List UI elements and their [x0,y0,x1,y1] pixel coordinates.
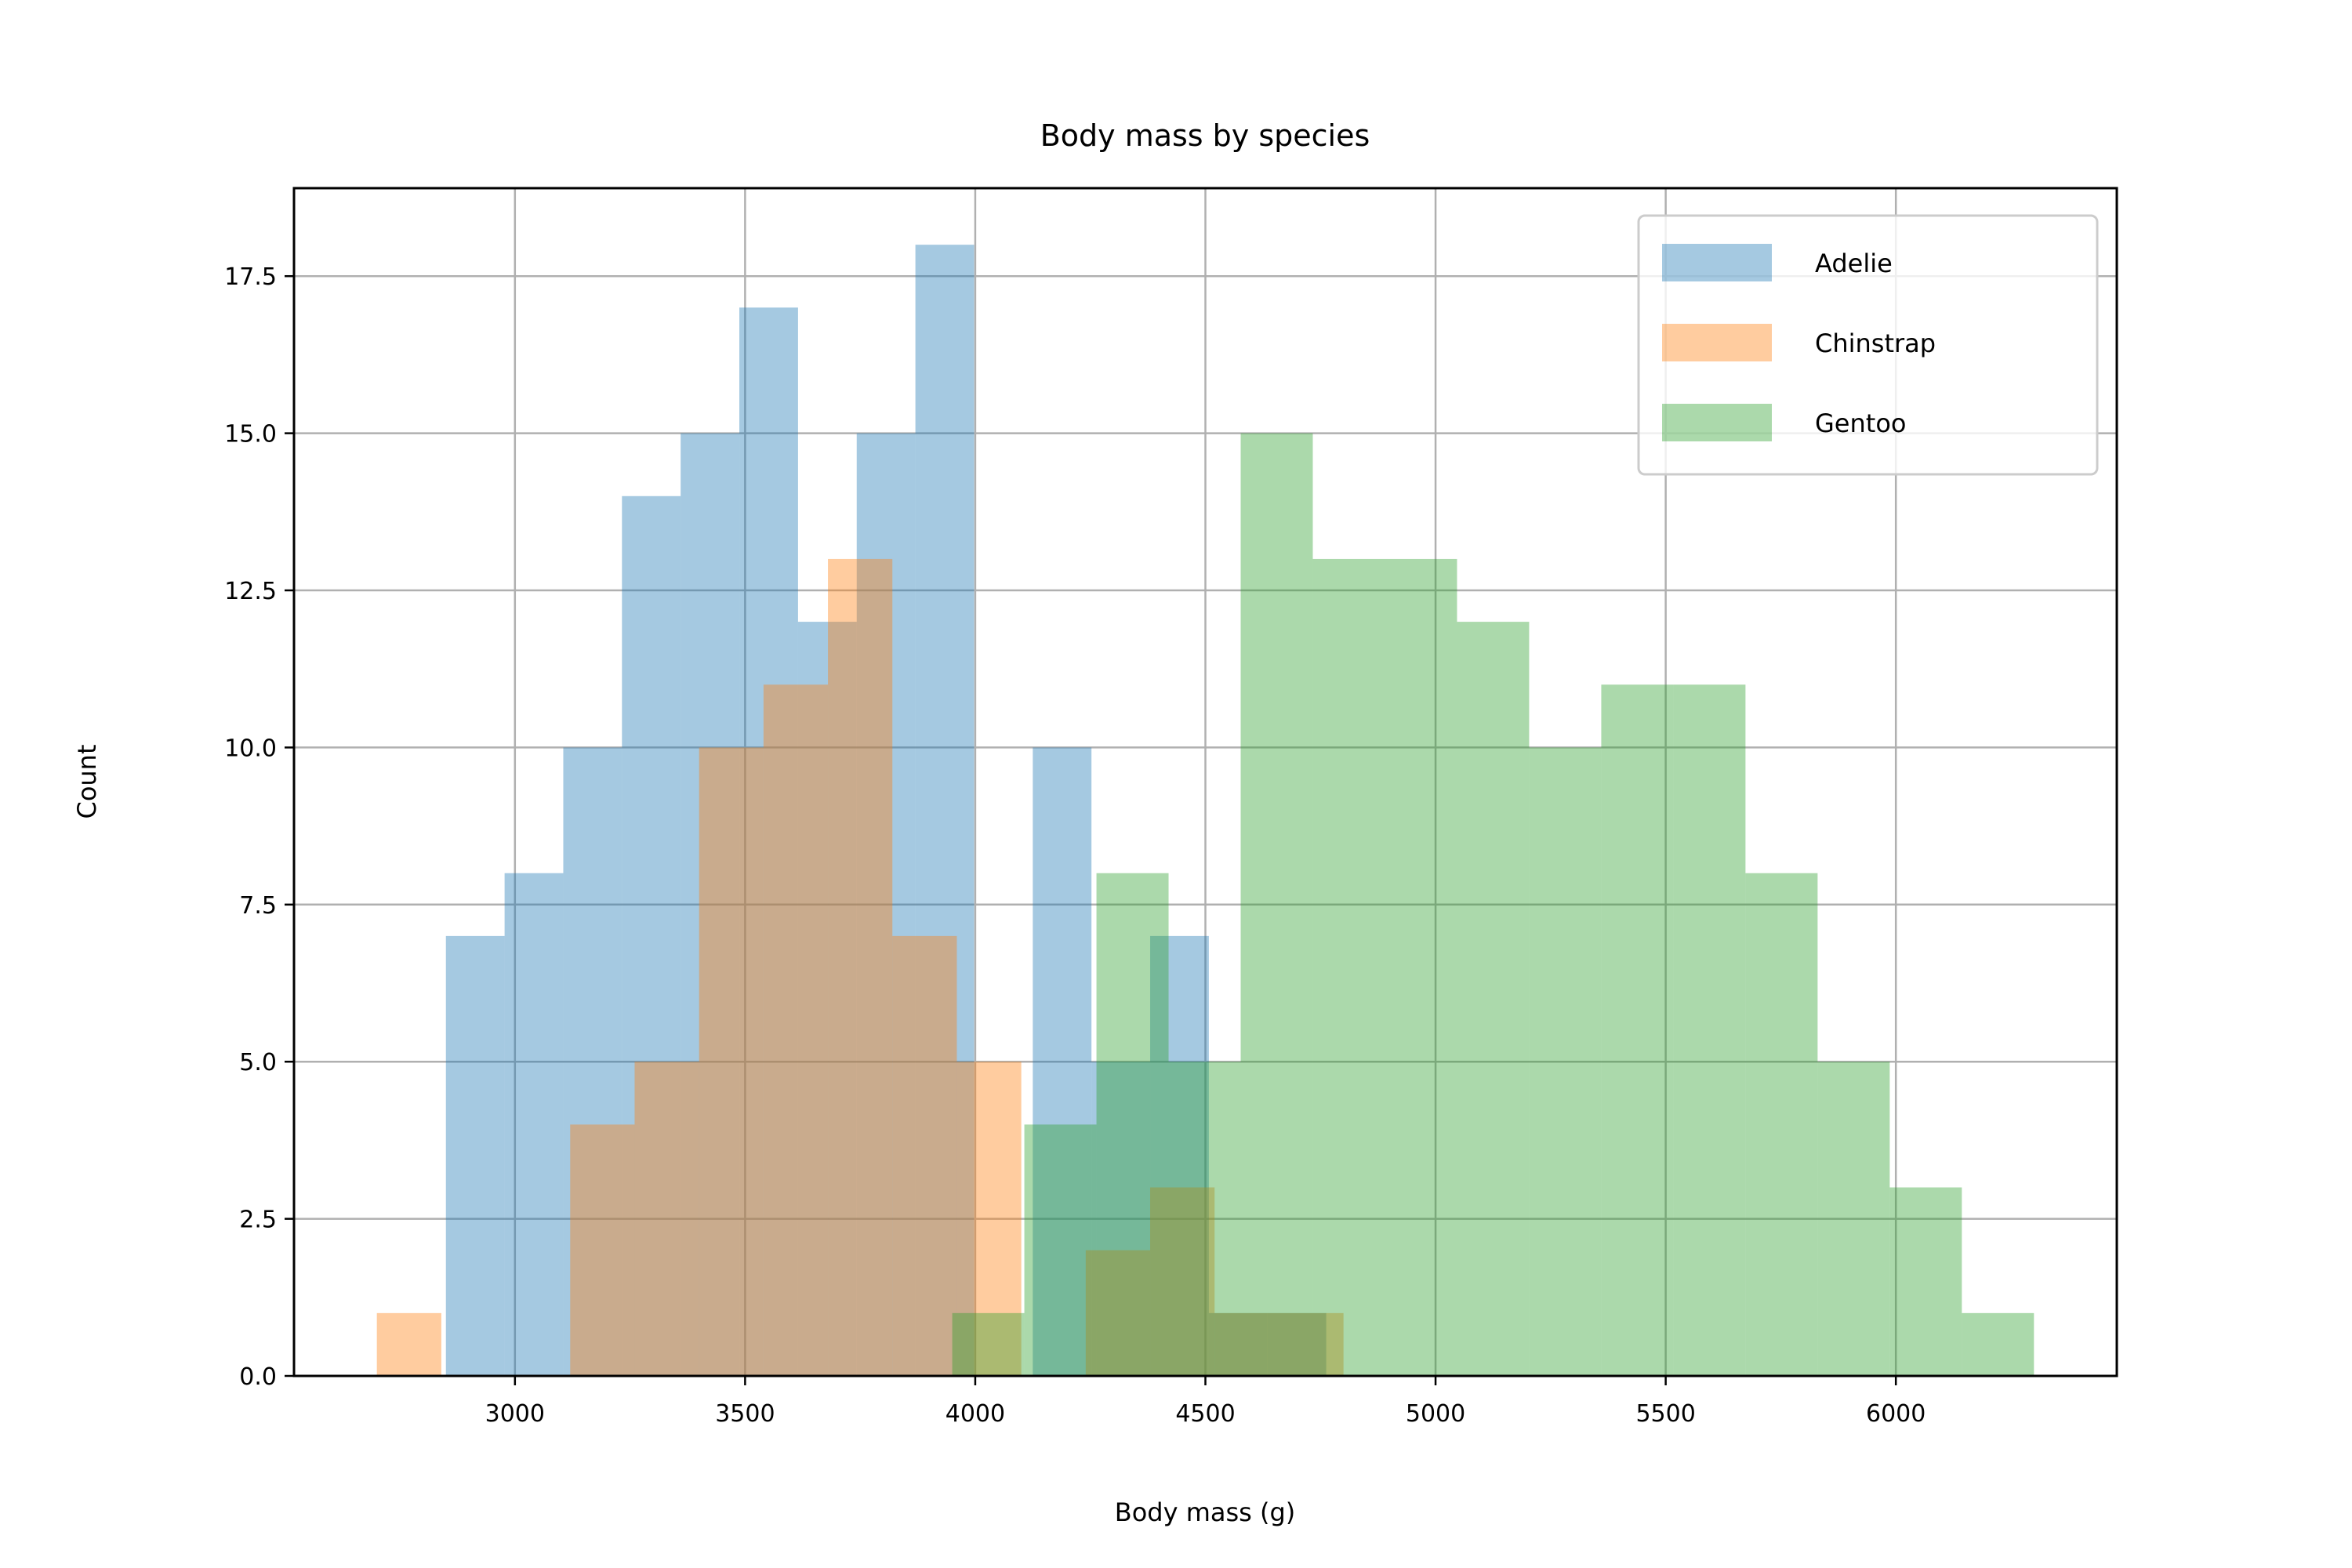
x-tick-label: 6000 [1866,1400,1926,1428]
x-tick-label: 3500 [715,1400,775,1428]
bar-chinstrap [634,1062,699,1376]
bar-adelie [622,495,681,1376]
bar-adelie [1150,935,1209,1376]
legend-box [1637,214,2099,476]
bar-gentoo [1601,684,1674,1376]
bar-gentoo [1312,558,1385,1376]
bar-adelie [797,622,857,1376]
x-tick-label: 5000 [1406,1400,1465,1428]
bar-chinstrap [763,684,829,1376]
bar-gentoo [1457,622,1530,1376]
x-tick-label: 4000 [946,1400,1005,1428]
series-adelie [445,245,1327,1377]
legend-label: Gentoo [1815,408,1906,438]
x-axis-label: Body mass (g) [1115,1497,1296,1527]
y-tick-label: 10.0 [224,735,277,762]
bar-adelie [563,747,622,1376]
bar-chinstrap [956,1062,1022,1376]
histogram-bars [376,245,2034,1377]
bar-adelie [681,433,740,1376]
axis-ticks: 3000 3500 4000 4500 5000 5500 6000 0.0 2.5 5.0 7.5… [224,263,1926,1428]
bar-chinstrap [570,1124,635,1376]
chart-title: Body mass by species [1040,118,1370,153]
y-axis-label: Count [72,744,102,818]
bar-chinstrap [892,935,957,1376]
bar-adelie [915,245,975,1377]
bar-gentoo [1745,873,1818,1376]
bar-gentoo [1962,1312,2034,1376]
bar-adelie [445,935,505,1376]
bar-gentoo [1529,747,1602,1376]
bar-chinstrap [699,747,764,1376]
bar-adelie [1033,747,1092,1376]
x-tick-label: 5500 [1635,1400,1695,1428]
bar-adelie [1208,1312,1268,1376]
bar-gentoo [1096,873,1169,1376]
bar-gentoo [1024,1124,1097,1376]
y-tick-label: 7.5 [239,892,277,920]
y-tick-label: 15.0 [224,421,277,448]
bar-chinstrap [376,1312,441,1376]
bar-gentoo [952,1312,1025,1376]
y-tick-label: 12.5 [224,578,277,605]
bar-adelie [1091,1062,1151,1376]
bar-chinstrap [1214,1312,1279,1376]
legend-swatch [1662,244,1772,281]
legend-label: Adelie [1815,249,1893,278]
bar-gentoo [1673,684,1746,1376]
bar-gentoo [1817,1062,1890,1376]
x-tick-label: 3000 [485,1400,545,1428]
bar-chinstrap [1150,1187,1215,1376]
bar-adelie [1267,1312,1327,1376]
y-tick-label: 17.5 [224,263,277,291]
bar-adelie [856,433,916,1376]
legend-swatch [1662,404,1772,441]
bar-gentoo [1385,558,1457,1376]
bar-adelie [504,873,564,1376]
legend: Adelie Chinstrap Gentoo [1637,214,2099,476]
legend-swatch [1662,324,1772,361]
y-tick-label: 2.5 [239,1207,277,1234]
bar-chinstrap [828,558,893,1376]
bar-adelie [739,307,798,1377]
y-tick-label: 0.0 [239,1363,277,1391]
bar-gentoo [1889,1187,1962,1376]
bar-chinstrap [1279,1312,1344,1376]
legend-label: Chinstrap [1815,328,1936,358]
x-tick-label: 4500 [1175,1400,1235,1428]
bar-gentoo [1168,1062,1241,1376]
bar-chinstrap [1085,1250,1151,1376]
series-chinstrap [376,558,1344,1376]
y-tick-label: 5.0 [239,1049,277,1076]
series-gentoo [952,433,2034,1376]
bar-gentoo [1240,433,1313,1376]
